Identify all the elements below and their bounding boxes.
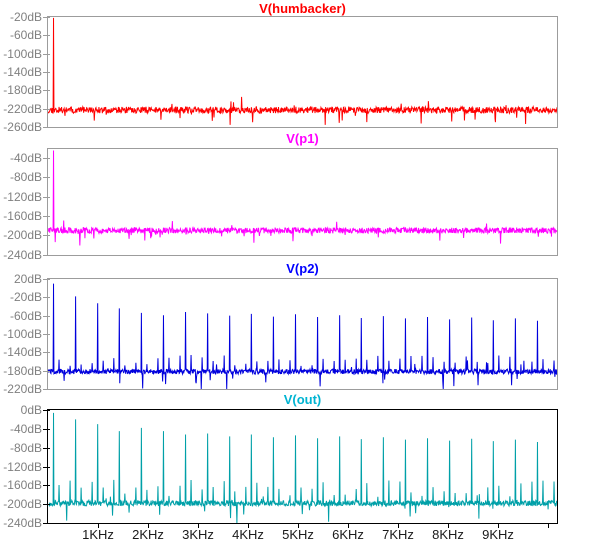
y-tick-mark (43, 158, 50, 159)
x-tick-label: 2KHz (132, 527, 164, 542)
trace-label-p2[interactable]: V(p2) (286, 261, 319, 276)
y-tick-mark (43, 504, 50, 505)
y-tick-label: -260dB (3, 120, 42, 134)
y-tick-label: -180dB (3, 363, 42, 378)
y-tick-mark (43, 334, 50, 335)
fft-trace-p2 (48, 283, 557, 389)
y-tick-label: -40dB (9, 421, 42, 436)
y-tick-mark (43, 279, 50, 280)
y-tick-mark (43, 72, 50, 73)
y-tick-label: -100dB (3, 327, 42, 341)
y-tick-label: -140dB (3, 345, 42, 360)
x-tick-label: 6KHz (332, 527, 364, 542)
y-tick-mark (43, 429, 50, 430)
y-tick-mark (43, 448, 50, 449)
trace-label-out[interactable]: V(out) (283, 392, 322, 407)
fft-trace-humbacker (48, 17, 557, 125)
x-tick-label: 9KHz (482, 527, 514, 542)
y-tick-mark (43, 109, 50, 110)
y-tick-mark (43, 216, 50, 217)
y-tick-mark (43, 410, 50, 411)
y-tick-mark (43, 90, 50, 91)
y-tick-mark (43, 316, 50, 317)
y-tick-label: -160dB (3, 478, 42, 493)
y-tick-label: -40dB (9, 151, 42, 166)
y-tick-mark (43, 17, 50, 18)
y-tick-label: -160dB (3, 208, 42, 223)
plot-pane-p2[interactable] (47, 278, 558, 390)
y-tick-mark (43, 523, 50, 524)
y-tick-label: -220dB (3, 101, 42, 116)
y-tick-mark (43, 371, 50, 372)
y-tick-label: -60dB (9, 28, 42, 43)
fft-trace-out (48, 412, 557, 523)
y-tick-mark (43, 35, 50, 36)
y-tick-label: 0dB (20, 403, 42, 417)
plot-pane-p1[interactable] (47, 148, 558, 256)
x-tick-label: 3KHz (182, 527, 214, 542)
y-tick-mark (43, 235, 50, 236)
trace-label-humbacker[interactable]: V(humbacker) (259, 1, 346, 16)
y-tick-mark (43, 467, 50, 468)
x-tick-label: 1KHz (82, 527, 114, 542)
x-tick-mark (298, 523, 299, 528)
y-tick-label: -240dB (3, 516, 42, 530)
y-tick-label: -20dB (9, 10, 42, 24)
x-tick-mark (98, 523, 99, 528)
x-tick-mark (348, 523, 349, 528)
y-tick-mark (43, 485, 50, 486)
y-tick-label: -60dB (9, 308, 42, 323)
y-tick-mark (43, 54, 50, 55)
x-tick-label: 8KHz (432, 527, 464, 542)
x-tick-mark (248, 523, 249, 528)
y-tick-label: -20dB (9, 290, 42, 305)
y-tick-label: -100dB (3, 46, 42, 61)
x-tick-label: 5KHz (282, 527, 314, 542)
plot-pane-out[interactable] (47, 409, 558, 524)
y-tick-mark (43, 255, 50, 256)
y-tick-label: -200dB (3, 228, 42, 243)
x-tick-mark (398, 523, 399, 528)
fft-trace-p1 (48, 150, 557, 246)
y-tick-mark (43, 177, 50, 178)
x-tick-mark (148, 523, 149, 528)
y-tick-label: -220dB (3, 382, 42, 396)
x-tick-mark (448, 523, 449, 528)
y-tick-mark (43, 389, 50, 390)
y-tick-mark (43, 127, 50, 128)
y-tick-mark (43, 352, 50, 353)
y-tick-label: -180dB (3, 83, 42, 98)
y-tick-mark (43, 197, 50, 198)
x-tick-label: 7KHz (382, 527, 414, 542)
y-tick-label: -120dB (3, 189, 42, 204)
y-tick-label: -80dB (9, 440, 42, 455)
y-tick-label: -240dB (3, 247, 42, 262)
y-tick-label: -80dB (9, 170, 42, 185)
y-tick-label: -120dB (3, 459, 42, 474)
x-tick-label: 4KHz (232, 527, 264, 542)
x-tick-mark (198, 523, 199, 528)
trace-label-p1[interactable]: V(p1) (286, 131, 319, 146)
x-tick-mark (498, 523, 499, 528)
y-tick-label: 20dB (13, 272, 42, 286)
y-tick-mark (43, 297, 50, 298)
plot-pane-humbacker[interactable] (47, 16, 558, 128)
y-tick-label: -140dB (3, 65, 42, 79)
y-tick-label: -200dB (3, 497, 42, 512)
x-tick-mark (548, 523, 549, 528)
